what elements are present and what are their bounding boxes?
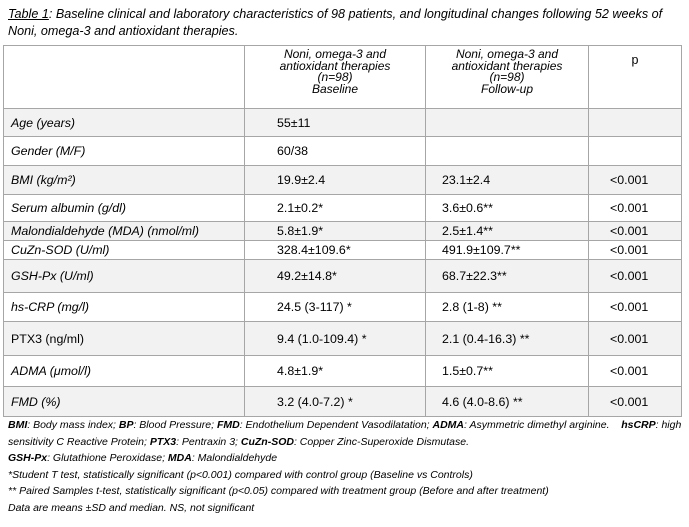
cell-p: <0.001 — [588, 386, 682, 417]
abbr-def: : Asymmetric dimethyl arginine. — [464, 419, 622, 431]
header-followup-line4: Follow-up — [480, 81, 534, 96]
table-row: Malondialdehyde (MDA) (nmol/ml) 5.8±1.9*… — [3, 221, 682, 241]
table-caption: Table 1: Baseline clinical and laborator… — [8, 6, 683, 40]
table-row: hs-CRP (mg/l) 24.5 (3-117) * 2.8 (1-8) *… — [3, 292, 682, 322]
data-note: Data are means ±SD and median. NS, not s… — [8, 501, 255, 514]
table-row: GSH-Px (U/ml) 49.2±14.8* 68.7±22.3** <0.… — [3, 259, 682, 293]
cell-followup: 491.9±109.7** — [425, 240, 589, 260]
cell-baseline: 3.2 (4.0-7.2) * — [244, 386, 426, 417]
abbr-term: CuZn-SOD — [240, 435, 294, 448]
abbr-def: : Copper Zinc-Superoxide Dismutase. — [293, 435, 470, 448]
cell-variable: ADMA (μmol/l) — [3, 355, 245, 387]
abbr-def: : Body mass index; — [27, 419, 119, 431]
caption-label: Table 1 — [8, 7, 49, 21]
header-followup-line2: antioxidant therapies — [451, 58, 563, 73]
cell-baseline: 328.4±109.6* — [244, 240, 426, 260]
table-row: PTX3 (ng/ml) 9.4 (1.0-109.4) * 2.1 (0.4-… — [3, 321, 682, 356]
caption-text: : Baseline clinical and laboratory chara… — [8, 7, 663, 38]
cell-variable: Serum albumin (g/dl) — [3, 194, 245, 222]
cell-followup: 2.5±1.4** — [425, 221, 589, 241]
cell-baseline: 5.8±1.9* — [244, 221, 426, 241]
paired-t-note: ** Paired Samples t-test, statistically … — [8, 485, 549, 498]
cell-followup: 23.1±2.4 — [425, 165, 589, 195]
abbr-term: MDA — [167, 452, 192, 465]
cell-p: <0.001 — [588, 292, 682, 322]
abbr-term: FMD — [216, 419, 240, 431]
abbr-term: ADMA — [432, 419, 465, 431]
header-row: Noni, omega-3 and antioxidant therapies … — [3, 45, 682, 109]
abbr-def: : Blood Pressure; — [133, 419, 217, 431]
cell-p — [588, 108, 682, 137]
cell-variable: Malondialdehyde (MDA) (nmol/ml) — [3, 221, 245, 241]
student-t-note: *Student T test, statistically significa… — [8, 468, 473, 481]
cell-baseline: 55±11 — [244, 108, 426, 137]
header-baseline-line2: antioxidant therapies — [279, 58, 391, 73]
cell-baseline: 49.2±14.8* — [244, 259, 426, 293]
header-followup: Noni, omega-3 and antioxidant therapies … — [425, 45, 589, 109]
data-table: Noni, omega-3 and antioxidant therapies … — [3, 45, 682, 417]
cell-p: <0.001 — [588, 165, 682, 195]
cell-variable: PTX3 (ng/ml) — [3, 321, 245, 356]
cell-baseline: 24.5 (3-117) * — [244, 292, 426, 322]
cell-followup: 3.6±0.6** — [425, 194, 589, 222]
abbr-def: : Malondialdehyde — [191, 452, 278, 465]
header-p: p — [588, 45, 682, 109]
cell-variable: FMD (%) — [3, 386, 245, 417]
header-baseline-line1: Noni, omega-3 and — [283, 47, 387, 61]
cell-followup — [425, 136, 589, 166]
cell-variable: BMI (kg/m²) — [3, 165, 245, 195]
abbr-def: : high sensitivity C Reactive Protein; — [8, 419, 682, 448]
abbr-def: : Pentraxin 3; — [176, 435, 241, 448]
cell-variable: hs-CRP (mg/l) — [3, 292, 245, 322]
abbr-term: GSH-Px — [8, 452, 48, 465]
table-row: FMD (%) 3.2 (4.0-7.2) * 4.6 (4.0-8.6) **… — [3, 386, 682, 417]
abbr-def: : Glutathione Peroxidase; — [47, 452, 168, 465]
abbr-term: BMI — [8, 419, 28, 431]
table-row: Age (years) 55±11 — [3, 108, 682, 137]
header-followup-line3: (n=98) — [489, 70, 525, 84]
abbreviations-note: BMI: Body mass index; BP: Blood Pressure… — [8, 417, 684, 467]
cell-followup: 68.7±22.3** — [425, 259, 589, 293]
abbr-term: hsCRP — [621, 419, 656, 431]
cell-p: <0.001 — [588, 259, 682, 293]
cell-followup: 4.6 (4.0-8.6) ** — [425, 386, 589, 417]
cell-followup: 1.5±0.7** — [425, 355, 589, 387]
cell-variable: CuZn-SOD (U/ml) — [3, 240, 245, 260]
abbr-term: PTX3 — [149, 435, 177, 448]
header-baseline-line3: (n=98) — [317, 70, 353, 84]
cell-p — [588, 136, 682, 166]
cell-baseline: 4.8±1.9* — [244, 355, 426, 387]
cell-p: <0.001 — [588, 355, 682, 387]
table-row: ADMA (μmol/l) 4.8±1.9* 1.5±0.7** <0.001 — [3, 355, 682, 387]
abbr-term: BP — [118, 419, 134, 431]
header-variable — [3, 45, 245, 109]
cell-variable: GSH-Px (U/ml) — [3, 259, 245, 293]
header-followup-line1: Noni, omega-3 and — [455, 47, 559, 61]
table-footnotes: BMI: Body mass index; BP: Blood Pressure… — [8, 417, 684, 517]
header-baseline-line4: Baseline — [311, 81, 359, 96]
cell-p: <0.001 — [588, 240, 682, 260]
cell-p: <0.001 — [588, 221, 682, 241]
cell-variable: Gender (M/F) — [3, 136, 245, 166]
cell-followup: 2.8 (1-8) ** — [425, 292, 589, 322]
header-baseline: Noni, omega-3 and antioxidant therapies … — [244, 45, 426, 109]
table-row: CuZn-SOD (U/ml) 328.4±109.6* 491.9±109.7… — [3, 240, 682, 260]
cell-baseline: 2.1±0.2* — [244, 194, 426, 222]
cell-followup — [425, 108, 589, 137]
cell-variable: Age (years) — [3, 108, 245, 137]
cell-followup: 2.1 (0.4-16.3) ** — [425, 321, 589, 356]
table-row: BMI (kg/m²) 19.9±2.4 23.1±2.4 <0.001 — [3, 165, 682, 195]
table-row: Gender (M/F) 60/38 — [3, 136, 682, 166]
cell-baseline: 9.4 (1.0-109.4) * — [244, 321, 426, 356]
cell-baseline: 19.9±2.4 — [244, 165, 426, 195]
table-row: Serum albumin (g/dl) 2.1±0.2* 3.6±0.6** … — [3, 194, 682, 222]
abbr-def: : Endothelium Dependent Vasodilatation; — [239, 419, 433, 431]
cell-p: <0.001 — [588, 194, 682, 222]
cell-p: <0.001 — [588, 321, 682, 356]
cell-baseline: 60/38 — [244, 136, 426, 166]
